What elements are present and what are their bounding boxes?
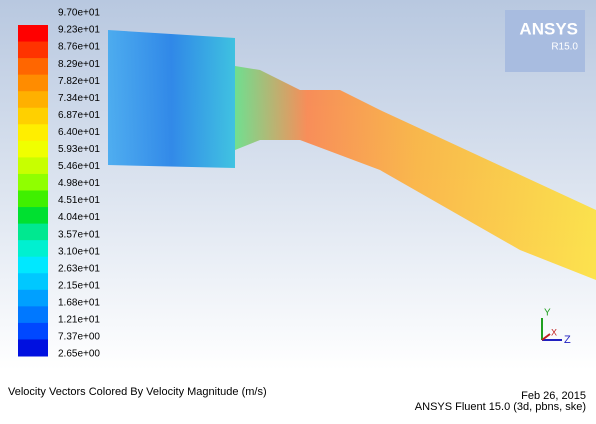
legend-swatch <box>18 58 48 75</box>
logo-release: R15.0 <box>551 42 578 53</box>
legend-swatch <box>18 25 48 42</box>
legend-label: 7.34e+01 <box>58 93 100 104</box>
software: ANSYS Fluent 15.0 (3d, pbns, ske) <box>415 401 586 413</box>
chamber-vectors <box>108 30 235 168</box>
legend-swatch <box>18 157 48 174</box>
legend-label: 5.93e+01 <box>58 144 100 155</box>
legend-swatch <box>18 191 48 208</box>
legend-swatch <box>18 257 48 274</box>
legend-swatch <box>18 339 48 356</box>
legend-label: 6.87e+01 <box>58 110 100 121</box>
legend-label: 2.63e+01 <box>58 263 100 274</box>
legend-swatch <box>18 42 48 59</box>
legend-label: 3.10e+01 <box>58 246 100 257</box>
legend-label: 9.23e+01 <box>58 25 100 36</box>
legend-label: 7.37e+00 <box>58 332 100 343</box>
z-label: Z <box>564 334 571 346</box>
legend-swatch <box>18 306 48 323</box>
legend-label: 4.04e+01 <box>58 212 100 223</box>
legend-swatch <box>18 174 48 191</box>
y-label: Y <box>544 308 551 319</box>
legend-label: 7.82e+01 <box>58 76 100 87</box>
legend-swatch <box>18 207 48 224</box>
logo-brand: ANSYS <box>519 19 578 38</box>
legend-label: 2.65e+00 <box>58 349 100 360</box>
legend-label: 4.51e+01 <box>58 195 100 206</box>
legend-swatch <box>18 75 48 92</box>
legend-label: 8.29e+01 <box>58 59 100 70</box>
legend-label: 2.15e+01 <box>58 280 100 291</box>
legend-label: 9.70e+01 <box>58 8 100 19</box>
legend-swatch <box>18 91 48 108</box>
x-label: X <box>551 327 557 337</box>
legend-swatch <box>18 290 48 307</box>
legend-swatch <box>18 224 48 241</box>
legend-swatch <box>18 323 48 340</box>
legend-swatch <box>18 240 48 257</box>
caption: Velocity Vectors Colored By Velocity Mag… <box>8 386 267 398</box>
legend-swatch <box>18 141 48 158</box>
legend-label: 3.57e+01 <box>58 229 100 240</box>
legend-label: 8.76e+01 <box>58 42 100 53</box>
legend-label: 4.98e+01 <box>58 178 100 189</box>
viewer: ANSYS R15.0 Y X Z Velocity Vectors Color… <box>0 0 596 419</box>
legend-label: 5.46e+01 <box>58 161 100 172</box>
legend-label: 1.68e+01 <box>58 297 100 308</box>
legend-label: 6.40e+01 <box>58 127 100 138</box>
legend-label: 1.21e+01 <box>58 315 100 326</box>
legend-swatch <box>18 124 48 141</box>
legend-swatch <box>18 273 48 290</box>
legend-swatch <box>18 108 48 125</box>
